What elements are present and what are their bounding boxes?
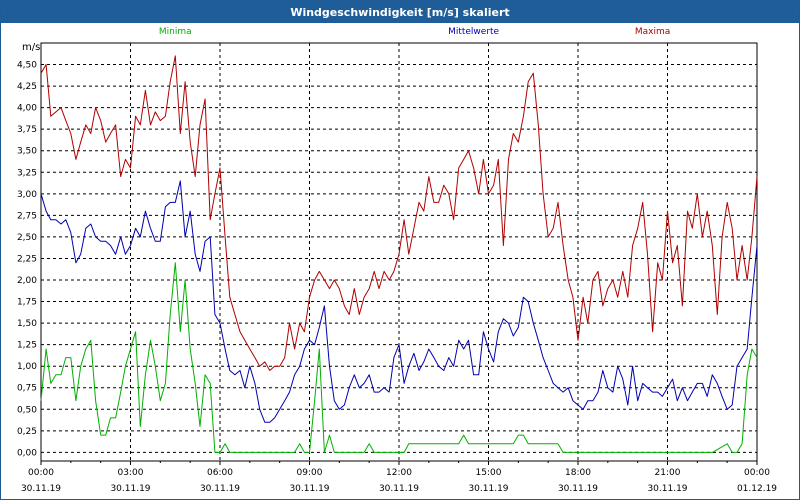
y-tick-label: 3,00 <box>17 190 37 200</box>
chart-title: Windgeschwindigkeit [m/s] skaliert <box>1 1 799 23</box>
y-axis-label: m/s <box>22 42 40 53</box>
x-tick-date: 30.11.19 <box>379 484 419 494</box>
y-tick-label: 3,75 <box>17 125 37 135</box>
grid-lines <box>41 43 757 461</box>
x-tick-date: 30.11.19 <box>200 484 240 494</box>
x-tick-time: 00:00 <box>28 468 54 478</box>
x-axis-tick-labels: 00:00 30.11.19 03:00 30.11.19 06:00 30.11.19 0… <box>21 468 777 494</box>
legend-minima: Minima <box>159 27 192 37</box>
data-series <box>40 55 758 453</box>
x-tick-date: 30.11.19 <box>468 484 508 494</box>
y-tick-label: 1,00 <box>17 362 37 372</box>
x-tick-time: 18:00 <box>565 468 591 478</box>
y-tick-label: 3,25 <box>17 168 37 178</box>
y-tick-label: 4,25 <box>17 82 37 92</box>
series-line-minima <box>40 262 758 453</box>
series-line-mittelwerte <box>40 180 758 423</box>
x-tick-time: 06:00 <box>207 468 233 478</box>
x-tick-date: 30.11.19 <box>647 484 687 494</box>
x-tick-date: 30.11.19 <box>558 484 598 494</box>
plot-border <box>40 42 758 462</box>
y-tick-label: 0,25 <box>17 427 37 437</box>
x-tick-date: 30.11.19 <box>289 484 329 494</box>
legend-maxima: Maxima <box>635 27 670 37</box>
y-tick-label: 2,25 <box>17 254 37 264</box>
y-tick-label: 3,50 <box>17 147 37 157</box>
series-line-maxima <box>40 55 758 371</box>
x-tick-time: 00:00 <box>744 468 770 478</box>
y-tick-label: 0,75 <box>17 384 37 394</box>
x-tick-time: 21:00 <box>655 468 681 478</box>
legend: Minima Mittelwerte Maxima <box>159 27 670 37</box>
x-tick-time: 12:00 <box>386 468 412 478</box>
legend-mittelwerte: Mittelwerte <box>448 27 499 37</box>
y-tick-label: 2,75 <box>17 211 37 221</box>
x-tick-date: 01.12.19 <box>737 484 777 494</box>
x-tick-time: 15:00 <box>476 468 502 478</box>
plot-frame <box>40 42 758 465</box>
wind-speed-chart: 0,00 0,25 0,50 0,75 1,00 1,25 1,50 1,75 2,00 2,25… <box>17 27 777 494</box>
y-tick-label: 2,50 <box>17 233 37 243</box>
x-tick-date: 30.11.19 <box>110 484 150 494</box>
y-tick-label: 0,00 <box>17 448 37 458</box>
y-axis-tick-labels: 0,00 0,25 0,50 0,75 1,00 1,25 1,50 1,75 2,00 2,25… <box>17 61 37 459</box>
y-tick-label: 4,00 <box>17 104 37 114</box>
y-tick-label: 1,50 <box>17 319 37 329</box>
x-tick-time: 03:00 <box>118 468 144 478</box>
y-tick-label: 0,50 <box>17 405 37 415</box>
x-tick-time: 09:00 <box>297 468 323 478</box>
x-tick-date: 30.11.19 <box>21 484 61 494</box>
y-tick-label: 4,50 <box>17 61 37 71</box>
y-tick-label: 2,00 <box>17 276 37 286</box>
y-tick-label: 1,25 <box>17 341 37 351</box>
y-tick-label: 1,75 <box>17 298 37 308</box>
